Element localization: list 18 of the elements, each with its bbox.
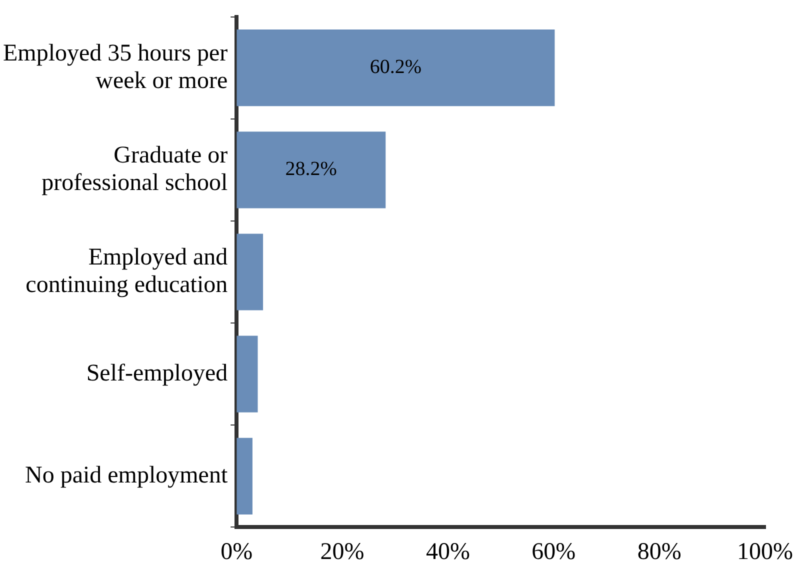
bar — [236, 438, 252, 514]
x-tick-label: 20% — [320, 538, 364, 565]
y-tick-label: Graduate or professional school — [42, 142, 228, 196]
x-tick-label: 0% — [220, 538, 253, 565]
bar — [236, 30, 555, 106]
y-tick-label: No paid employment — [24, 462, 228, 488]
y-tick-label: Employed 35 hours per week or more — [3, 40, 228, 94]
data-label: 28.2% — [285, 158, 337, 180]
data-label: 60.2% — [370, 56, 422, 78]
bar — [236, 234, 264, 310]
x-tick-label: 40% — [426, 538, 470, 565]
x-tick-label: 60% — [532, 538, 576, 565]
x-tick-label: 80% — [637, 538, 682, 565]
x-tick-label: 100% — [737, 538, 794, 565]
bar — [236, 336, 258, 412]
y-tick-label: Self-employed — [86, 360, 228, 386]
y-tick-label: Employed and continuing education — [26, 244, 228, 298]
bar — [236, 132, 386, 208]
